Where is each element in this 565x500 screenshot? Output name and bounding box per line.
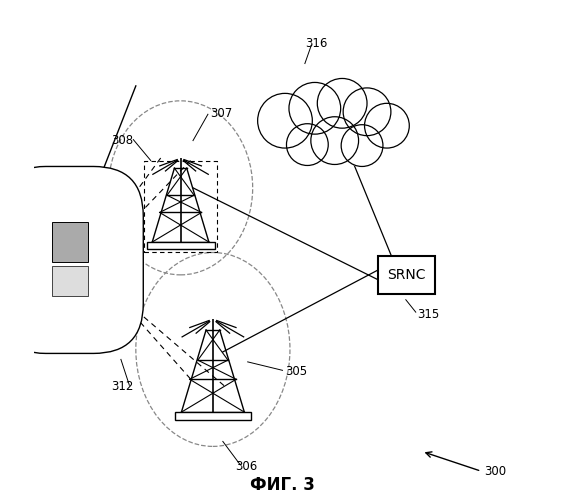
Text: 307: 307 <box>210 107 233 120</box>
Text: 312: 312 <box>111 380 133 393</box>
Circle shape <box>343 88 391 136</box>
Text: ФИГ. 3: ФИГ. 3 <box>250 476 315 494</box>
Circle shape <box>318 78 367 128</box>
Text: 306: 306 <box>235 460 258 473</box>
Text: 300: 300 <box>484 465 506 478</box>
Circle shape <box>258 94 312 148</box>
Bar <box>175 412 251 420</box>
Bar <box>144 161 218 252</box>
Circle shape <box>286 124 328 166</box>
Circle shape <box>364 104 409 148</box>
Bar <box>52 266 88 296</box>
Circle shape <box>311 116 359 164</box>
Text: 308: 308 <box>111 134 133 147</box>
Text: 305: 305 <box>285 366 307 378</box>
Text: 315: 315 <box>417 308 439 321</box>
Circle shape <box>289 82 341 134</box>
Text: 310: 310 <box>39 251 61 264</box>
FancyBboxPatch shape <box>0 166 144 354</box>
Text: 316: 316 <box>305 37 327 50</box>
Bar <box>146 242 215 250</box>
Text: SRNC: SRNC <box>388 268 426 282</box>
Bar <box>378 256 436 294</box>
Bar <box>52 222 88 262</box>
Circle shape <box>341 124 383 166</box>
